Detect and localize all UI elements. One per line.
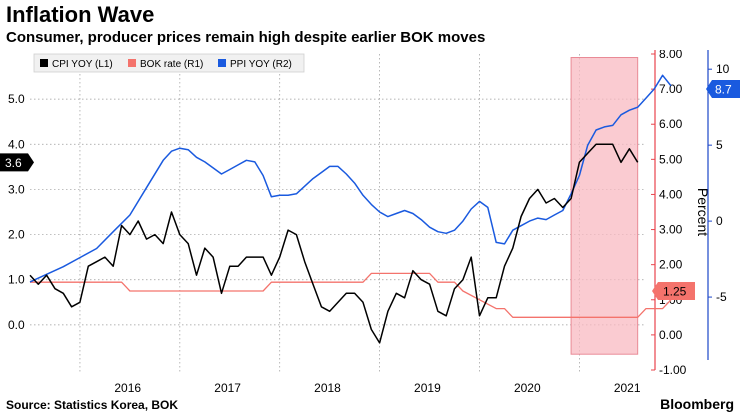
line-chart: 0.0 1.0 2.0 3.0 4.0 5.0 2016 2017 2018 2019 2020 20… xyxy=(0,50,740,395)
y-right1-tick-label: 7.00 xyxy=(659,82,683,96)
y-left-tick-label: 1.0 xyxy=(8,273,25,287)
bok-rate-series-line xyxy=(30,272,672,318)
x-tick-label: 2019 xyxy=(414,381,441,395)
y-left-tick-label: 5.0 xyxy=(8,92,25,106)
cpi-series-line xyxy=(29,143,639,344)
chart-title: Inflation Wave xyxy=(6,2,155,27)
cpi-end-badge xyxy=(0,153,34,172)
bok-end-badge xyxy=(652,282,695,300)
y-left-tick-label: 4.0 xyxy=(8,137,25,151)
y-right2-tick-label: 10 xyxy=(716,62,730,76)
y-left-tick-label: 0.0 xyxy=(8,318,25,332)
y-left-tick-label: 2.0 xyxy=(8,228,25,242)
ppi-series-line xyxy=(29,74,672,283)
x-tick-label: 2017 xyxy=(214,381,241,395)
y-right1-tick-label: 5.00 xyxy=(659,152,683,166)
ppi-end-label: 8.7 xyxy=(715,82,732,96)
bloomberg-logo: Bloomberg xyxy=(660,396,734,412)
legend-swatch xyxy=(128,59,136,67)
y-right1-tick-label: 4.00 xyxy=(659,187,683,201)
legend-label: CPI YOY (L1) xyxy=(52,59,113,70)
right-axis-label: Percent xyxy=(695,188,711,236)
y-right1-tick-label: 8.00 xyxy=(659,50,683,61)
y-right2-tick-label: 0 xyxy=(716,214,723,228)
y-right1-tick-label: -1.00 xyxy=(659,363,687,377)
y-right1-tick-label: 3.00 xyxy=(659,223,683,237)
y-right1-tick-label: 0.00 xyxy=(659,328,683,342)
x-tick-label: 2021 xyxy=(614,381,641,395)
y-right1-tick-label: 2.00 xyxy=(659,258,683,272)
y-right2-tick-label: 5 xyxy=(716,138,723,152)
legend-swatch xyxy=(218,59,226,67)
cpi-end-label: 3.6 xyxy=(5,156,22,170)
source-note: Source: Statistics Korea, BOK xyxy=(6,398,179,412)
ppi-end-badge xyxy=(706,79,740,98)
chart-subtitle: Consumer, producer prices remain high de… xyxy=(6,29,486,46)
legend-box xyxy=(33,53,305,73)
legend-label: PPI YOY (R2) xyxy=(230,59,292,70)
legend-swatch xyxy=(40,59,48,67)
legend-label: BOK rate (R1) xyxy=(140,59,203,70)
x-tick-label: 2018 xyxy=(314,381,341,395)
x-tick-label: 2016 xyxy=(114,381,141,395)
highlight-band xyxy=(570,57,639,355)
y-left-tick-label: 3.0 xyxy=(8,182,25,196)
x-tick-label: 2020 xyxy=(514,381,541,395)
y-right2-tick-label: -5 xyxy=(716,290,727,304)
y-right1-tick-label: 6.00 xyxy=(659,117,683,131)
bok-end-label: 1.25 xyxy=(663,285,687,299)
